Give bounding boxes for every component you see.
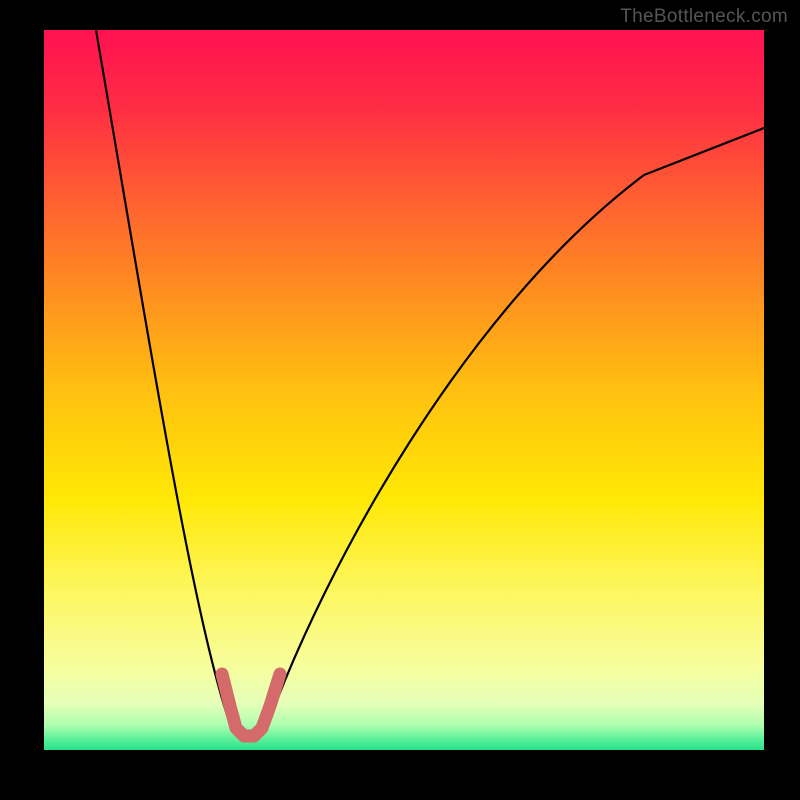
chart-plot-area [44, 30, 764, 750]
bottleneck-curve [96, 30, 764, 735]
valley-marker [222, 674, 280, 736]
watermark-text: TheBottleneck.com [620, 6, 788, 28]
chart-svg [44, 30, 764, 750]
